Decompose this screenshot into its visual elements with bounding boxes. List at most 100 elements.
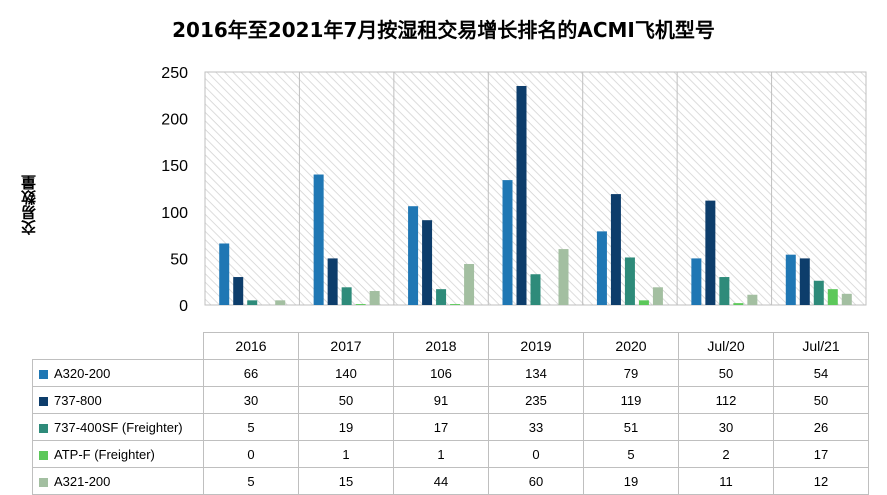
x-tick-label: 2020: [583, 332, 679, 360]
y-tick-label: 250: [161, 65, 188, 82]
bar: [705, 200, 716, 305]
data-label: 50: [773, 386, 869, 414]
data-label: 17: [393, 413, 489, 441]
bar: [747, 294, 758, 305]
table-row: A320-200 66 140 106 134 79 50 54: [32, 359, 869, 387]
data-label: 11: [678, 467, 774, 495]
series-name: 737-800: [54, 392, 102, 408]
bar-chart: 0 50 100 150 200 250: [161, 65, 867, 315]
bar: [233, 277, 244, 305]
data-label: 0: [203, 440, 299, 468]
bar: [785, 254, 796, 305]
legend-entry: 737-800: [32, 386, 204, 414]
data-label: 50: [678, 359, 774, 387]
table-corner: [32, 332, 204, 360]
bar: [638, 300, 649, 305]
data-label: 2: [678, 440, 774, 468]
y-tick-label: 50: [170, 251, 188, 268]
legend-entry: A320-200: [32, 359, 204, 387]
data-label: 5: [583, 440, 679, 468]
bar: [719, 277, 730, 305]
bar: [516, 85, 527, 305]
x-tick-label: Jul/20: [678, 332, 774, 360]
bar: [341, 287, 352, 305]
y-tick-label: 100: [161, 205, 188, 222]
table-row: A321-200 5 15 44 60 19 11 12: [32, 467, 869, 495]
data-label: 17: [773, 440, 869, 468]
chart-title: 2016年至2021年7月按湿租交易增长排名的ACMI飞机型号: [172, 18, 715, 42]
data-label: 30: [203, 386, 299, 414]
bar: [422, 220, 433, 305]
table-row: ATP-F (Freighter) 0 1 1 0 5 2 17: [32, 440, 869, 468]
legend-swatch: [39, 423, 48, 433]
series-name: 737-400SF (Freighter): [54, 419, 183, 435]
bar: [436, 289, 447, 305]
bar: [813, 280, 824, 305]
data-label: 91: [393, 386, 489, 414]
bar: [355, 304, 366, 305]
series-name: A321-200: [54, 473, 111, 489]
bar: [247, 300, 258, 305]
data-label: 112: [678, 386, 774, 414]
bar: [652, 287, 663, 305]
table-row: 737-400SF (Freighter) 5 19 17 33 51 30 26: [32, 413, 869, 441]
legend-entry: ATP-F (Freighter): [32, 440, 204, 468]
data-label: 0: [488, 440, 584, 468]
bar: [799, 258, 810, 305]
x-tick-label: 2018: [393, 332, 489, 360]
bar: [596, 231, 607, 305]
bar: [530, 274, 541, 305]
data-label: 1: [393, 440, 489, 468]
x-tick-label: 2016: [203, 332, 299, 360]
data-label: 26: [773, 413, 869, 441]
bar: [827, 289, 838, 305]
y-tick-label: 0: [179, 298, 188, 315]
bar: [733, 303, 744, 305]
legend-swatch: [39, 450, 48, 460]
data-label: 30: [678, 413, 774, 441]
data-label: 134: [488, 359, 584, 387]
y-tick-label: 150: [161, 158, 188, 175]
bar: [408, 206, 419, 305]
data-label: 119: [583, 386, 679, 414]
data-label: 44: [393, 467, 489, 495]
data-label: 235: [488, 386, 584, 414]
bar: [450, 304, 461, 305]
data-label: 140: [298, 359, 394, 387]
data-label: 106: [393, 359, 489, 387]
data-label: 5: [203, 413, 299, 441]
bar: [275, 300, 286, 305]
data-label: 12: [773, 467, 869, 495]
series-name: ATP-F (Freighter): [54, 446, 155, 462]
legend-swatch: [39, 369, 48, 379]
x-tick-label: Jul/21: [773, 332, 869, 360]
x-tick-label: 2017: [298, 332, 394, 360]
data-label: 50: [298, 386, 394, 414]
series-name: A320-200: [54, 365, 111, 381]
data-label: 5: [203, 467, 299, 495]
data-table: 2016 2017 2018 2019 2020 Jul/20 Jul/21 A320-200…: [32, 332, 869, 495]
data-label: 79: [583, 359, 679, 387]
data-label: 54: [773, 359, 869, 387]
bar: [502, 180, 513, 305]
legend-swatch: [39, 396, 48, 406]
data-label: 60: [488, 467, 584, 495]
bar: [558, 249, 569, 305]
table-row: 737-800 30 50 91 235 119 112 50: [32, 386, 869, 414]
y-tick-label: 200: [161, 112, 188, 129]
bar: [464, 263, 475, 305]
data-label: 51: [583, 413, 679, 441]
data-label: 15: [298, 467, 394, 495]
bar: [841, 293, 852, 305]
legend-entry: A321-200: [32, 467, 204, 495]
x-tick-label: 2019: [488, 332, 584, 360]
data-label: 33: [488, 413, 584, 441]
data-label: 19: [298, 413, 394, 441]
legend-entry: 737-400SF (Freighter): [32, 413, 204, 441]
legend-swatch: [39, 477, 48, 487]
bar: [610, 194, 621, 305]
data-label: 1: [298, 440, 394, 468]
plot-area: [204, 71, 867, 306]
data-label: 66: [203, 359, 299, 387]
bar: [369, 291, 380, 305]
